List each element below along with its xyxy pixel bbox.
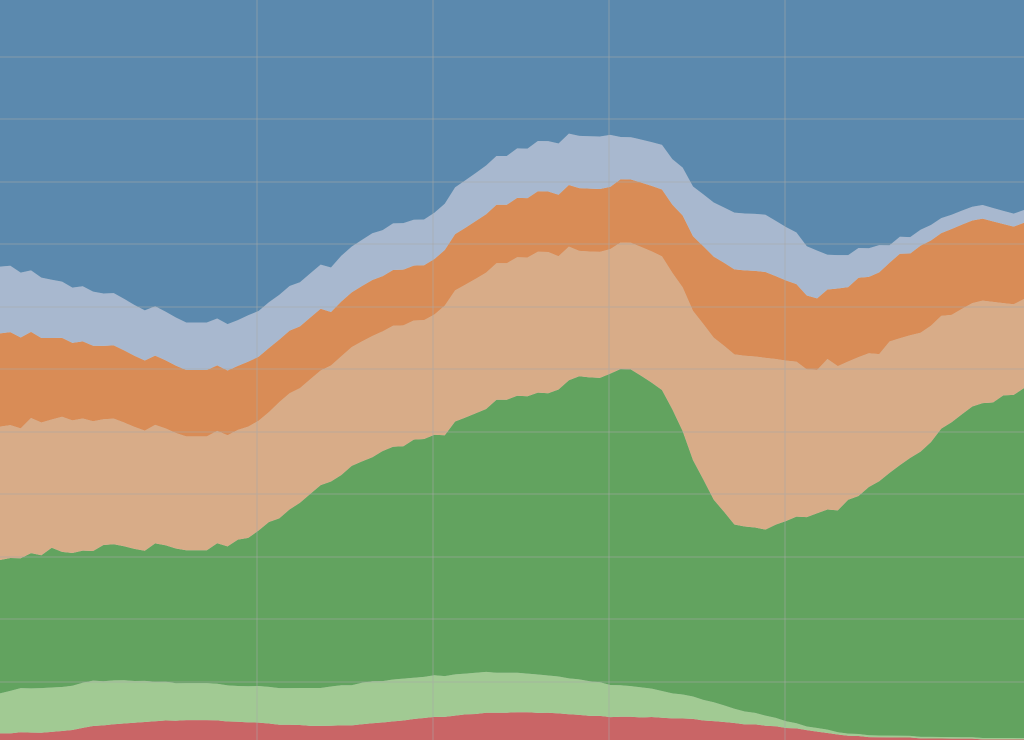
area-series-3 [0, 368, 1024, 739]
area-series-1 [0, 712, 1024, 740]
area-series-2 [0, 671, 1024, 740]
area-series-5 [0, 179, 1024, 437]
area-series-4 [0, 242, 1024, 560]
area-series-7 [0, 0, 1024, 325]
area-series-6 [0, 133, 1024, 371]
